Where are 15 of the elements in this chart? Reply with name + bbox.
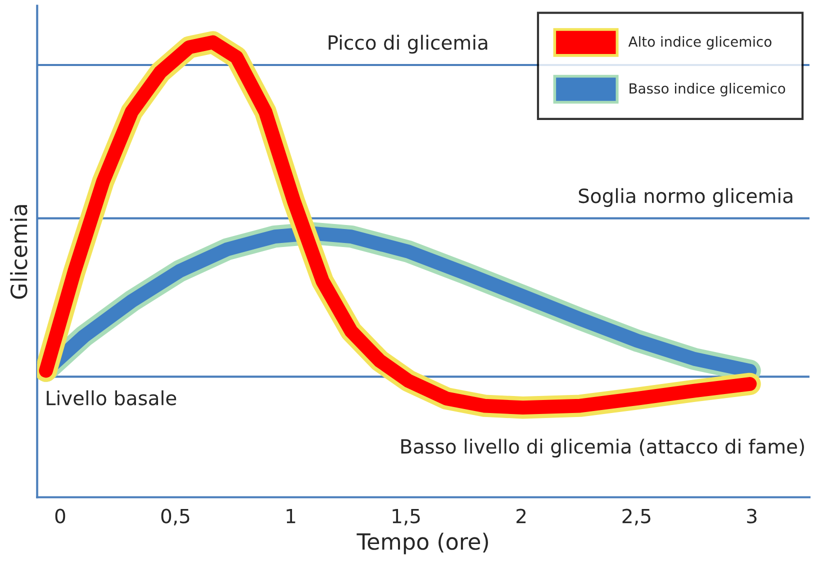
x-tick-label: 2,5 bbox=[622, 508, 650, 526]
ref-line-label: Livello basale bbox=[46, 390, 176, 406]
x-tick-label: 3 bbox=[747, 508, 756, 524]
ref-line-label: Picco di glicemia bbox=[328, 34, 488, 54]
x-tick-label: 1,5 bbox=[392, 508, 420, 526]
legend-label: Basso indice glicemico bbox=[630, 82, 786, 96]
legend-label: Alto indice glicemico bbox=[628, 36, 772, 50]
x-axis-title: Tempo (ore) bbox=[356, 532, 488, 554]
x-tick-label: 0 bbox=[55, 508, 66, 524]
x-tick-label: 0,5 bbox=[161, 508, 190, 526]
ref-line-label: Soglia normo glicemia bbox=[578, 188, 792, 207]
x-tick-label: 1 bbox=[286, 508, 296, 524]
x-tick-label: 2 bbox=[516, 508, 526, 524]
y-axis-title: Glicemia bbox=[10, 205, 28, 299]
annotation: Basso livello di glicemia (attacco di fame) bbox=[401, 438, 804, 458]
